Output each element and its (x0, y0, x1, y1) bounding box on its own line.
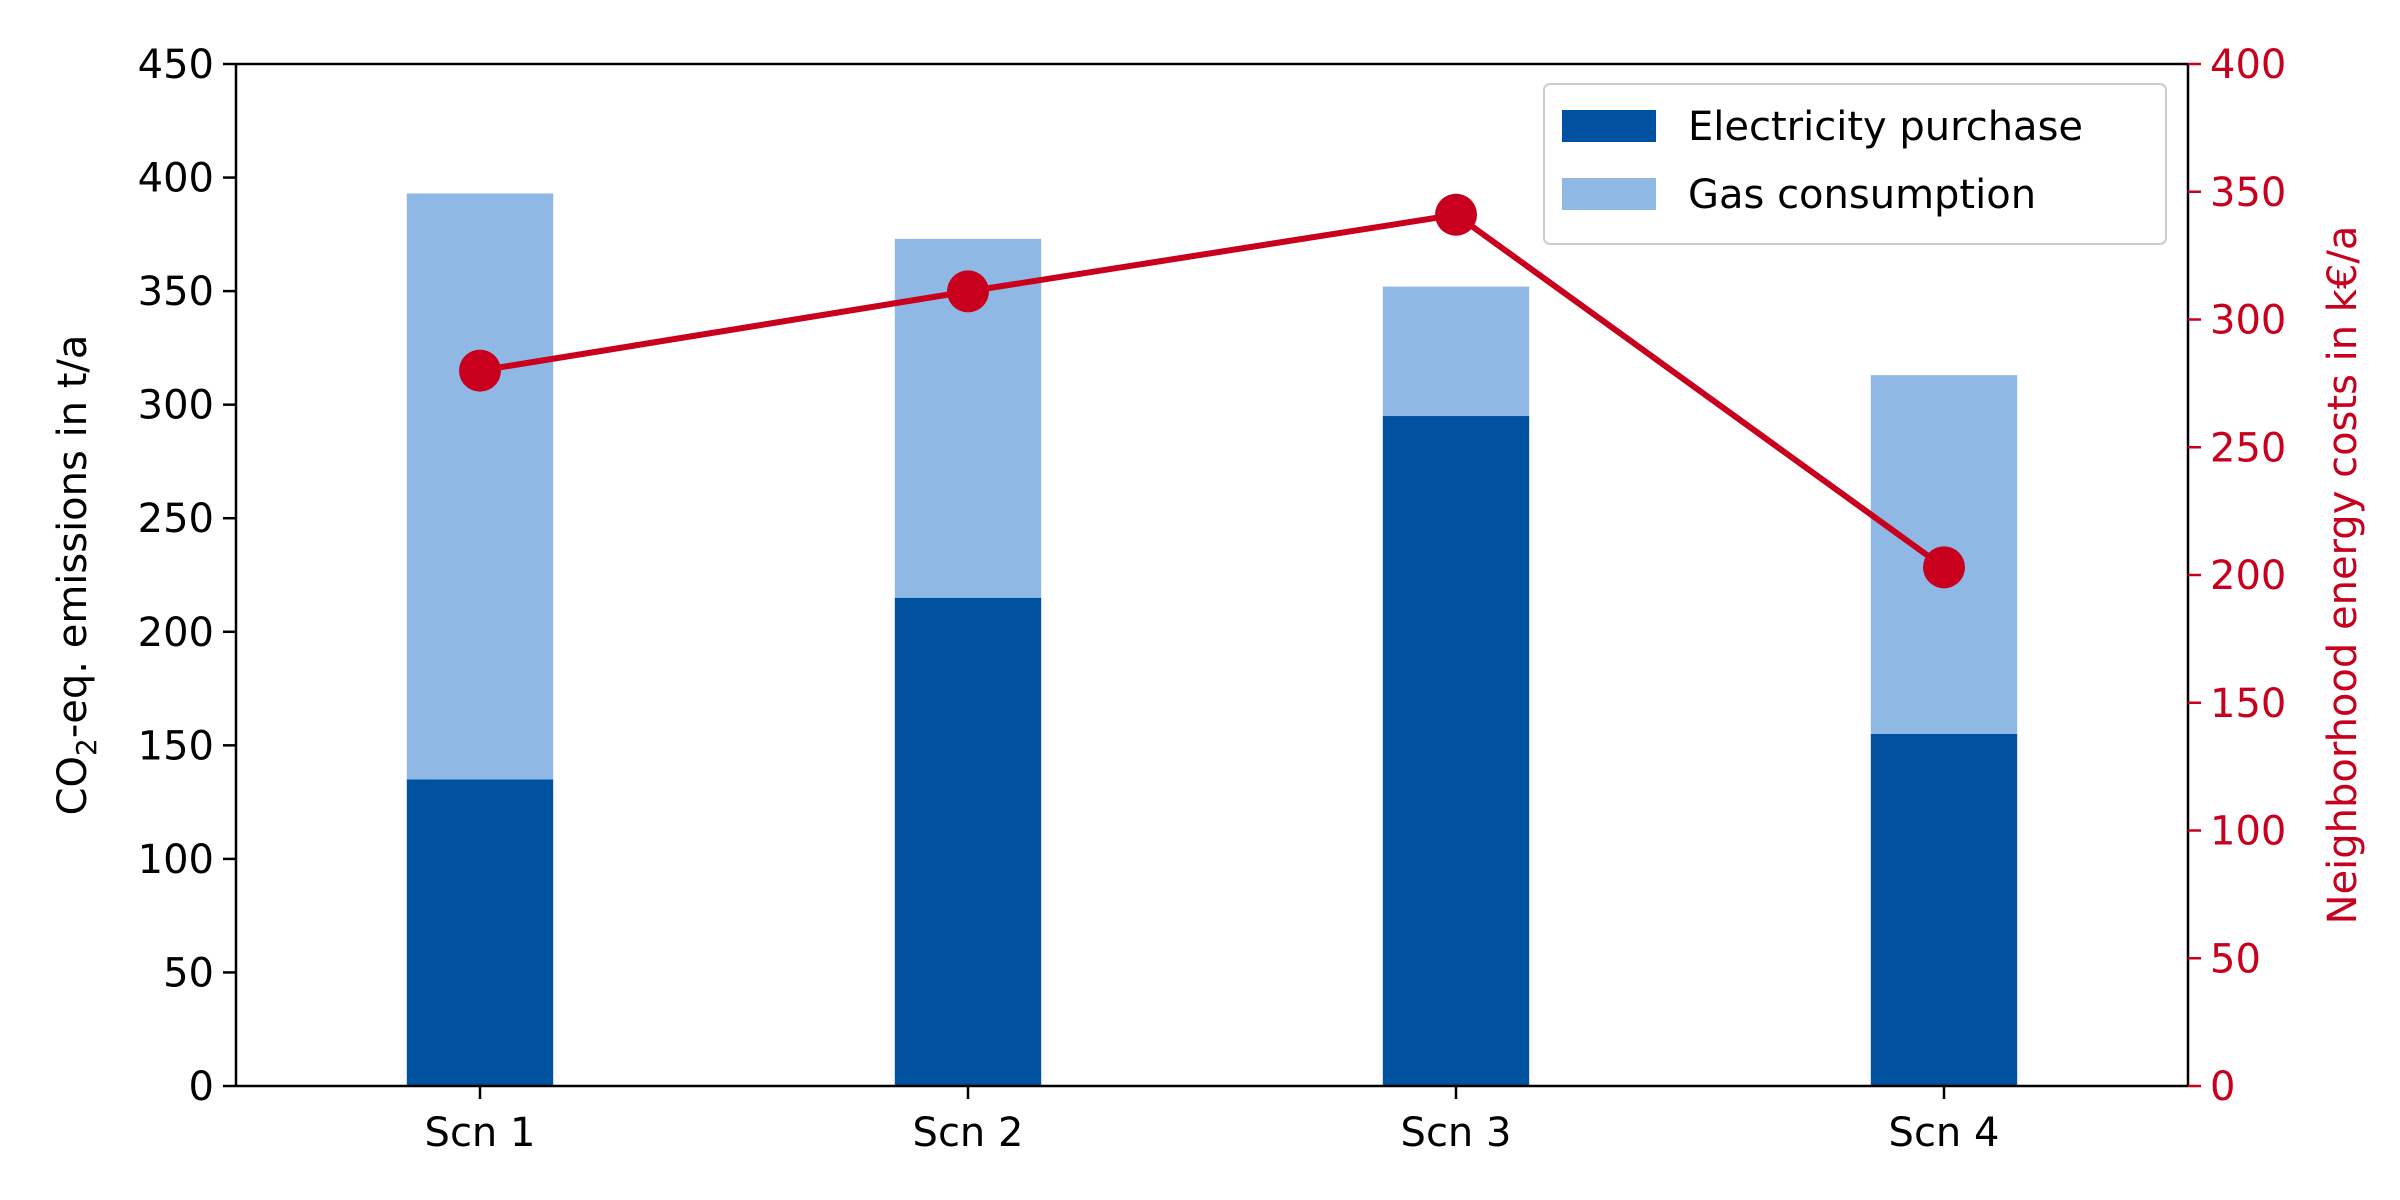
y-right-tick-label-400: 400 (2210, 42, 2286, 88)
y-left-tick-label-300: 300 (138, 383, 214, 429)
y-right-tick-label-150: 150 (2210, 681, 2286, 727)
y-left-axis-title: CO2-eq. emissions in t/a (50, 335, 103, 816)
x-tick-label-3: Scn 3 (1401, 1110, 1512, 1156)
bar-gas-consumption-1 (406, 193, 554, 780)
y-left-tick-label-200: 200 (138, 610, 214, 656)
bar-electricity-purchase-2 (894, 597, 1042, 1086)
y-left-tick-label-250: 250 (138, 496, 214, 542)
legend-label-1: Electricity purchase (1688, 104, 2083, 150)
cost-point-1 (459, 349, 501, 392)
y-right-tick-label-300: 300 (2210, 298, 2286, 344)
y-left-tick-label-100: 100 (138, 837, 214, 883)
y-right-tick-label-250: 250 (2210, 425, 2286, 471)
y-left-tick-label-350: 350 (138, 269, 214, 315)
x-tick-label-2: Scn 2 (913, 1110, 1024, 1156)
y-right-tick-label-100: 100 (2210, 809, 2286, 855)
axes-layer: 0 50 100 150 200 250 300 350 400 450 0 50 100 150 200 2… (50, 42, 2366, 1156)
legend-swatch-1 (1562, 110, 1656, 142)
y-left-tick-label-450: 450 (138, 42, 214, 88)
legend-swatch-2 (1562, 178, 1656, 210)
cost-point-2 (947, 270, 989, 313)
y-left-tick-label-0: 0 (189, 1064, 214, 1110)
bar-electricity-purchase-3 (1382, 416, 1530, 1086)
y-left-tick-label-400: 400 (138, 156, 214, 202)
line-layer (459, 193, 1965, 589)
legend-label-2: Gas consumption (1688, 172, 2036, 218)
y-right-tick-label-50: 50 (2210, 936, 2261, 982)
y-right-tick-label-0: 0 (2210, 1064, 2235, 1110)
bar-electricity-purchase-1 (406, 779, 554, 1086)
bar-gas-consumption-3 (1382, 286, 1530, 417)
x-tick-label-1: Scn 1 (425, 1110, 536, 1156)
legend-box (1543, 83, 2167, 245)
bars-layer (406, 193, 2018, 1086)
cost-point-3 (1435, 193, 1477, 236)
bar-electricity-purchase-4 (1870, 733, 2018, 1086)
y-right-tick-label-350: 350 (2210, 170, 2286, 216)
y-right-axis-title: Neighborhood energy costs in k€/a (2320, 226, 2366, 925)
y-left-tick-label-150: 150 (138, 723, 214, 769)
x-tick-label-4: Scn 4 (1889, 1110, 2000, 1156)
y-left-tick-label-50: 50 (163, 950, 214, 996)
y-right-tick-label-200: 200 (2210, 553, 2286, 599)
cost-point-4 (1923, 546, 1965, 589)
legend-layer: Electricity purchase Gas consumption (1543, 83, 2167, 245)
cost-line (479, 211, 1946, 570)
